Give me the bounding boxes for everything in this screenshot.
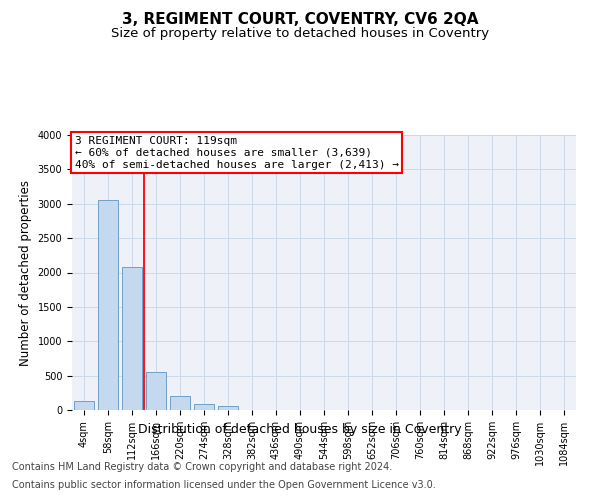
Text: Size of property relative to detached houses in Coventry: Size of property relative to detached ho… bbox=[111, 28, 489, 40]
Bar bbox=[98, 200, 118, 410]
Bar bbox=[146, 372, 166, 410]
Bar bbox=[122, 267, 142, 410]
Text: Distribution of detached houses by size in Coventry: Distribution of detached houses by size … bbox=[138, 422, 462, 436]
Text: 3 REGIMENT COURT: 119sqm
← 60% of detached houses are smaller (3,639)
40% of sem: 3 REGIMENT COURT: 119sqm ← 60% of detach… bbox=[74, 136, 398, 170]
Bar bbox=[194, 404, 214, 410]
Text: Contains public sector information licensed under the Open Government Licence v3: Contains public sector information licen… bbox=[12, 480, 436, 490]
Bar bbox=[218, 406, 238, 410]
Bar bbox=[74, 401, 94, 410]
Text: Contains HM Land Registry data © Crown copyright and database right 2024.: Contains HM Land Registry data © Crown c… bbox=[12, 462, 392, 472]
Text: 3, REGIMENT COURT, COVENTRY, CV6 2QA: 3, REGIMENT COURT, COVENTRY, CV6 2QA bbox=[122, 12, 478, 28]
Bar bbox=[170, 396, 190, 410]
Y-axis label: Number of detached properties: Number of detached properties bbox=[19, 180, 32, 366]
